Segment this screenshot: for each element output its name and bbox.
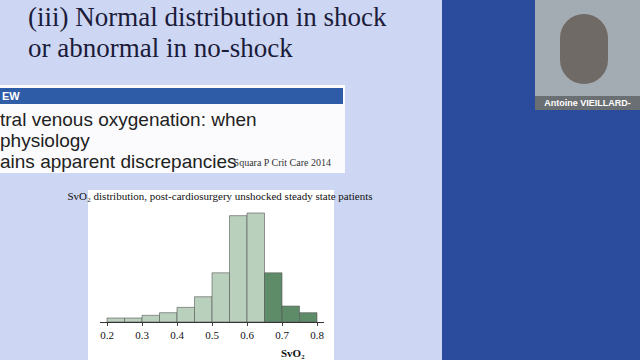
html-text:SvO₂ distribution, post-cardio: SvO₂ distribution, post-cardiosurgery un… bbox=[67, 190, 373, 202]
html-text:EW: EW bbox=[2, 90, 20, 102]
html-text:Squara P Crit Care 2014: Squara P Crit Care 2014 bbox=[233, 157, 331, 168]
svg-text:0.4: 0.4 bbox=[170, 329, 184, 341]
html-text:or abnormal in no-shock: or abnormal in no-shock bbox=[28, 33, 293, 63]
html-text:(iii) Normal distribution in s: (iii) Normal distribution in shock bbox=[28, 2, 387, 32]
html-text:Antoine VIEILLARD-: Antoine VIEILLARD- bbox=[544, 98, 631, 108]
svg-text:0.2: 0.2 bbox=[100, 329, 114, 341]
svg-text:0.3: 0.3 bbox=[135, 329, 149, 341]
svg-text:0.7: 0.7 bbox=[275, 329, 289, 341]
svg-text:0.6: 0.6 bbox=[240, 329, 254, 341]
html-text:ains apparent discrepancies: ains apparent discrepancies bbox=[0, 151, 237, 172]
svg-text:0.8: 0.8 bbox=[310, 329, 324, 341]
html-text:tral venous oxygenation: when: tral venous oxygenation: when physiology bbox=[0, 109, 257, 151]
svg-text:0.5: 0.5 bbox=[205, 329, 219, 341]
svg-text:SvO₂: SvO₂ bbox=[281, 347, 305, 359]
